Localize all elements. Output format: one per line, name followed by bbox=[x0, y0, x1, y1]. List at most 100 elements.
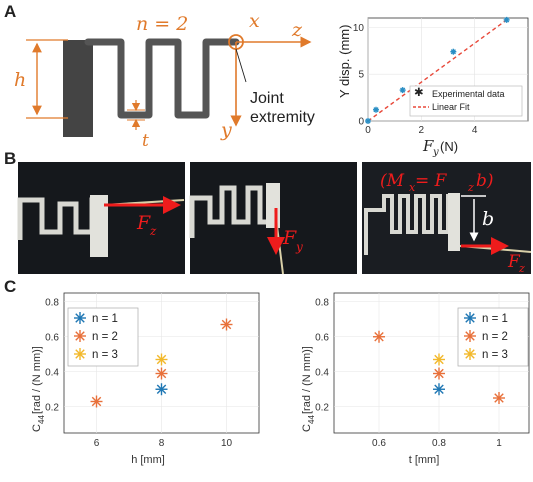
chart-c1-grid bbox=[64, 293, 259, 433]
chart-c1-legend-marker-stroke bbox=[75, 313, 85, 323]
chart-c44-vs-h: 6 8 100.20.40.60.8 n = 1n = 2n = 3 h [mm] … bbox=[31, 292, 260, 466]
chart-c1-ytick-label: 0.2 bbox=[45, 402, 59, 413]
photo-fz-label: F bbox=[136, 212, 151, 234]
chart-c2-ylabel-sub: 44 bbox=[307, 415, 316, 424]
chart-a-xtick-label: 0 bbox=[365, 125, 371, 136]
chart-a-xtick-label: 2 bbox=[419, 125, 425, 136]
photo-moment: b F z (M x = F z b) bbox=[362, 162, 532, 275]
chart-c2-legend-marker-stroke bbox=[465, 349, 475, 359]
chart-c1-data-point-stroke bbox=[156, 368, 167, 379]
chart-c2-ylabel-group: C 44 [rad / (N mm)] bbox=[301, 346, 316, 432]
chart-c2-data-point bbox=[373, 330, 385, 343]
chart-c1-data-point bbox=[90, 395, 103, 408]
chart-c1-data-point bbox=[155, 367, 168, 380]
chart-a-data-point bbox=[450, 48, 457, 55]
photo-fz-joint-block bbox=[90, 195, 108, 257]
chart-a-data-point bbox=[503, 16, 510, 23]
chart-c1-ytick-label: 0.6 bbox=[45, 332, 59, 343]
chart-c2-data-point bbox=[493, 392, 505, 404]
photo-fz-label-sub: z bbox=[149, 224, 157, 238]
chart-c1-legend-marker bbox=[74, 312, 86, 324]
photo-fz: F z bbox=[17, 162, 185, 274]
chart-a-data-point-stroke bbox=[504, 17, 510, 23]
chart-c1-data-point-stroke bbox=[91, 396, 102, 407]
panel-b: B F z F y b bbox=[4, 149, 532, 275]
chart-a-legend-marker-experimental: ✱ bbox=[414, 87, 424, 99]
panel-c: C 6 8 10 0.2 0.4 0.6 0.8 n = 1 n = 2 n = 3 h [mm… bbox=[4, 277, 530, 466]
chart-c1-xlabel: h [mm] bbox=[131, 454, 165, 466]
panel-b-letter: B bbox=[4, 149, 16, 168]
chart-a-data-point bbox=[373, 106, 379, 113]
chart-c2-data-point bbox=[433, 367, 445, 380]
y-axis-label: y bbox=[220, 119, 232, 141]
chart-c2-ylabel-unit: [rad / (N mm)] bbox=[301, 346, 313, 414]
chart-a-data-point-stroke bbox=[400, 87, 406, 93]
spring-base-block bbox=[63, 40, 93, 137]
chart-c1-legend-items: n = 1 n = 2 n = 3 bbox=[74, 312, 118, 361]
photo-moment-spring bbox=[364, 194, 456, 255]
chart-a-data-point bbox=[399, 87, 406, 94]
n-label: n = 2 bbox=[136, 13, 188, 35]
chart-c2-data-point-stroke bbox=[494, 393, 504, 403]
chart-c1-legend-marker-stroke bbox=[75, 331, 85, 341]
chart-c1-ytick-label: 0.8 bbox=[45, 297, 59, 308]
chart-a-xlabel: F bbox=[422, 137, 434, 155]
chart-c2-data-point-stroke bbox=[434, 368, 444, 379]
chart-c2-xtick-label: 1 bbox=[496, 438, 502, 449]
chart-c2-legend-marker-stroke bbox=[465, 331, 475, 341]
chart-c1-data-point-stroke bbox=[221, 319, 232, 330]
joint-label-line2: extremity bbox=[250, 109, 315, 126]
chart-c1-data-point bbox=[220, 318, 233, 331]
chart-c1-marks: 6 8 10 0.2 0.4 0.6 0.8 bbox=[45, 297, 233, 449]
chart-a-xlabel-unit: (N) bbox=[440, 139, 458, 154]
chart-c2-ytick-label: 0.8 bbox=[315, 297, 329, 308]
chart-displacement-vs-force: 0 2 4 0 5 10 ✱ Experimental data Linear Fit Y… bbox=[337, 16, 529, 158]
chart-c2-data-point-stroke bbox=[374, 332, 384, 342]
chart-c2-xtick-label: 0.8 bbox=[432, 438, 446, 449]
chart-c2-ytick-label: 0.6 bbox=[315, 332, 329, 343]
chart-c2-legend-items: n = 1 n = 2 n = 3 bbox=[464, 312, 508, 361]
photo-fy: F y bbox=[189, 162, 357, 275]
chart-a-xlabel-sub: y bbox=[432, 147, 439, 158]
chart-a-data-point-stroke bbox=[365, 118, 371, 124]
chart-a-marks: 0 2 4 0 5 10 bbox=[353, 16, 510, 136]
photo-moment-fz-label: F bbox=[507, 252, 521, 272]
photo-fy-label-sub: y bbox=[295, 240, 303, 254]
chart-c44-vs-t: 0.6 0.8 1 0.2 0.4 0.6 0.8 n = 1 n = 2 n = 3 t [m… bbox=[301, 292, 530, 466]
moment-equation-mid: = F bbox=[415, 171, 448, 191]
photo-moment-joint-block bbox=[448, 193, 460, 251]
chart-c1-data-point-stroke bbox=[156, 384, 167, 394]
x-axis-label: x bbox=[249, 10, 260, 32]
chart-a-data-point bbox=[365, 118, 371, 124]
chart-c2-legend-marker bbox=[464, 348, 476, 360]
photo-fy-spring bbox=[189, 185, 272, 238]
chart-a-ylabel: Y disp. (mm) bbox=[337, 25, 352, 98]
moment-equation-close: b) bbox=[476, 171, 494, 191]
chart-a-data-point-stroke bbox=[450, 49, 456, 55]
panel-c-letter: C bbox=[4, 277, 16, 296]
t-label: t bbox=[142, 131, 149, 151]
photo-fy-joint-block bbox=[266, 183, 280, 228]
chart-a-legend bbox=[409, 85, 523, 117]
chart-c2-data-point bbox=[433, 383, 445, 396]
moment-equation-open: (M bbox=[380, 171, 405, 191]
h-label: h bbox=[14, 69, 26, 91]
chart-c1-xtick-label: 10 bbox=[221, 438, 233, 449]
chart-a-ytick-label: 0 bbox=[358, 117, 364, 128]
chart-c2-legend-marker bbox=[464, 330, 476, 342]
chart-a-data-point-stroke bbox=[373, 107, 379, 113]
chart-a-ytick-label: 5 bbox=[358, 70, 364, 81]
chart-a-legend-experimental: Experimental data bbox=[432, 89, 505, 99]
chart-c2-legend-marker bbox=[464, 312, 476, 324]
chart-c2-data-point-stroke bbox=[434, 384, 444, 394]
chart-c2-xlabel: t [mm] bbox=[409, 454, 440, 466]
chart-c2-data-point-stroke bbox=[434, 354, 444, 365]
chart-c1-ytick-label: 0.4 bbox=[45, 367, 59, 378]
chart-c2-ylabel: C bbox=[301, 424, 313, 432]
chart-c1-legend-marker bbox=[74, 330, 86, 342]
chart-a-legend-linear-fit: Linear Fit bbox=[432, 102, 470, 112]
chart-c2-plot-frame bbox=[333, 292, 530, 434]
chart-c1-xtick-label: 8 bbox=[159, 438, 165, 449]
chart-c2-legend-label: n = 3 bbox=[482, 349, 508, 361]
chart-c2-xtick-label: 0.6 bbox=[372, 438, 386, 449]
